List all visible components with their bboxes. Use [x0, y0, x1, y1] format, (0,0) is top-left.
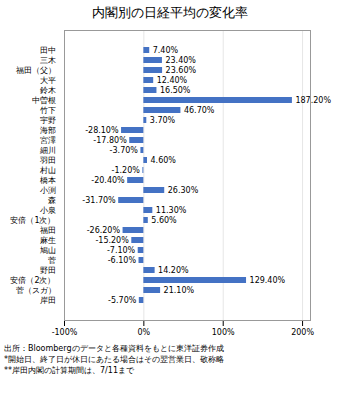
svg-text:46.70%: 46.70%	[184, 106, 215, 115]
svg-text:小渕: 小渕	[40, 186, 56, 195]
svg-text:宇野: 宇野	[40, 116, 56, 125]
svg-text:21.10%: 21.10%	[164, 286, 195, 295]
svg-text:橋本: 橋本	[40, 176, 56, 185]
svg-text:菅: 菅	[48, 256, 56, 265]
svg-text:200%: 200%	[291, 328, 314, 337]
svg-text:福田: 福田	[40, 226, 56, 235]
svg-text:中曽根: 中曽根	[32, 96, 56, 105]
html-text:出所：Bloombergのデータと各種資料をもとに東洋証券作: 出所：Bloombergのデータと各種資料をもとに東洋証券作成	[4, 344, 224, 353]
svg-text:安倍（1次）: 安倍（1次）	[10, 216, 55, 225]
svg-text:3.70%: 3.70%	[150, 116, 176, 125]
svg-text:田中: 田中	[40, 46, 56, 55]
svg-text:鳩山: 鳩山	[40, 246, 56, 255]
svg-text:5.60%: 5.60%	[151, 216, 177, 225]
svg-text:野田: 野田	[40, 266, 56, 275]
svg-text:宮澤: 宮澤	[40, 136, 56, 145]
svg-text:福田（父）: 福田（父）	[16, 66, 56, 75]
svg-text:菅（スガ）: 菅（スガ）	[16, 286, 56, 295]
svg-text:-5.70%: -5.70%	[108, 296, 137, 305]
svg-text:三木: 三木	[40, 56, 56, 65]
html-text:*開始日、終了日が休日にあたる場合はその翌営業日、敬称略: *開始日、終了日が休日にあたる場合はその翌営業日、敬称略	[4, 354, 224, 364]
svg-text:-17.80%: -17.80%	[93, 136, 127, 145]
svg-text:森: 森	[48, 196, 56, 205]
svg-text:大平: 大平	[40, 76, 56, 85]
svg-text:-3.70%: -3.70%	[110, 146, 139, 155]
svg-text:187.20%: 187.20%	[295, 96, 331, 105]
svg-text:岸田: 岸田	[40, 296, 56, 305]
svg-text:26.30%: 26.30%	[168, 186, 199, 195]
svg-text:細川: 細川	[39, 146, 56, 155]
svg-text:鈴木: 鈴木	[40, 86, 56, 95]
html-text:内閣別の日経平均の変化率: 内閣別の日経平均の変化率	[92, 5, 248, 20]
svg-text:11.30%: 11.30%	[156, 206, 187, 215]
svg-text:7.40%: 7.40%	[153, 46, 179, 55]
svg-text:竹下: 竹下	[40, 106, 56, 115]
svg-text:村山: 村山	[39, 166, 56, 175]
svg-text:-28.10%: -28.10%	[85, 126, 119, 135]
svg-text:-31.70%: -31.70%	[82, 196, 116, 205]
svg-text:安倍（2次）: 安倍（2次）	[10, 276, 55, 285]
svg-text:12.40%: 12.40%	[157, 76, 188, 85]
svg-text:14.20%: 14.20%	[158, 266, 189, 275]
svg-text:16.50%: 16.50%	[160, 86, 191, 95]
svg-text:-100%: -100%	[52, 328, 78, 337]
svg-text:23.40%: 23.40%	[165, 56, 196, 65]
svg-text:羽田: 羽田	[40, 156, 56, 165]
html-text:**岸田内閣の計算期間は、7/11まで: **岸田内閣の計算期間は、7/11まで	[4, 365, 134, 375]
svg-text:小泉: 小泉	[40, 206, 56, 215]
svg-text:23.60%: 23.60%	[166, 66, 197, 75]
svg-text:-6.10%: -6.10%	[108, 256, 137, 265]
svg-text:100%: 100%	[212, 328, 235, 337]
svg-text:-7.10%: -7.10%	[107, 246, 136, 255]
svg-text:-1.20%: -1.20%	[112, 166, 141, 175]
svg-text:-15.20%: -15.20%	[95, 236, 129, 245]
svg-text:-20.40%: -20.40%	[91, 176, 125, 185]
svg-text:麻生: 麻生	[40, 236, 56, 245]
svg-text:-26.20%: -26.20%	[87, 226, 121, 235]
svg-text:海部: 海部	[40, 126, 56, 135]
svg-text:129.40%: 129.40%	[250, 276, 286, 285]
svg-text:0%: 0%	[138, 328, 151, 337]
svg-text:4.60%: 4.60%	[151, 156, 177, 165]
